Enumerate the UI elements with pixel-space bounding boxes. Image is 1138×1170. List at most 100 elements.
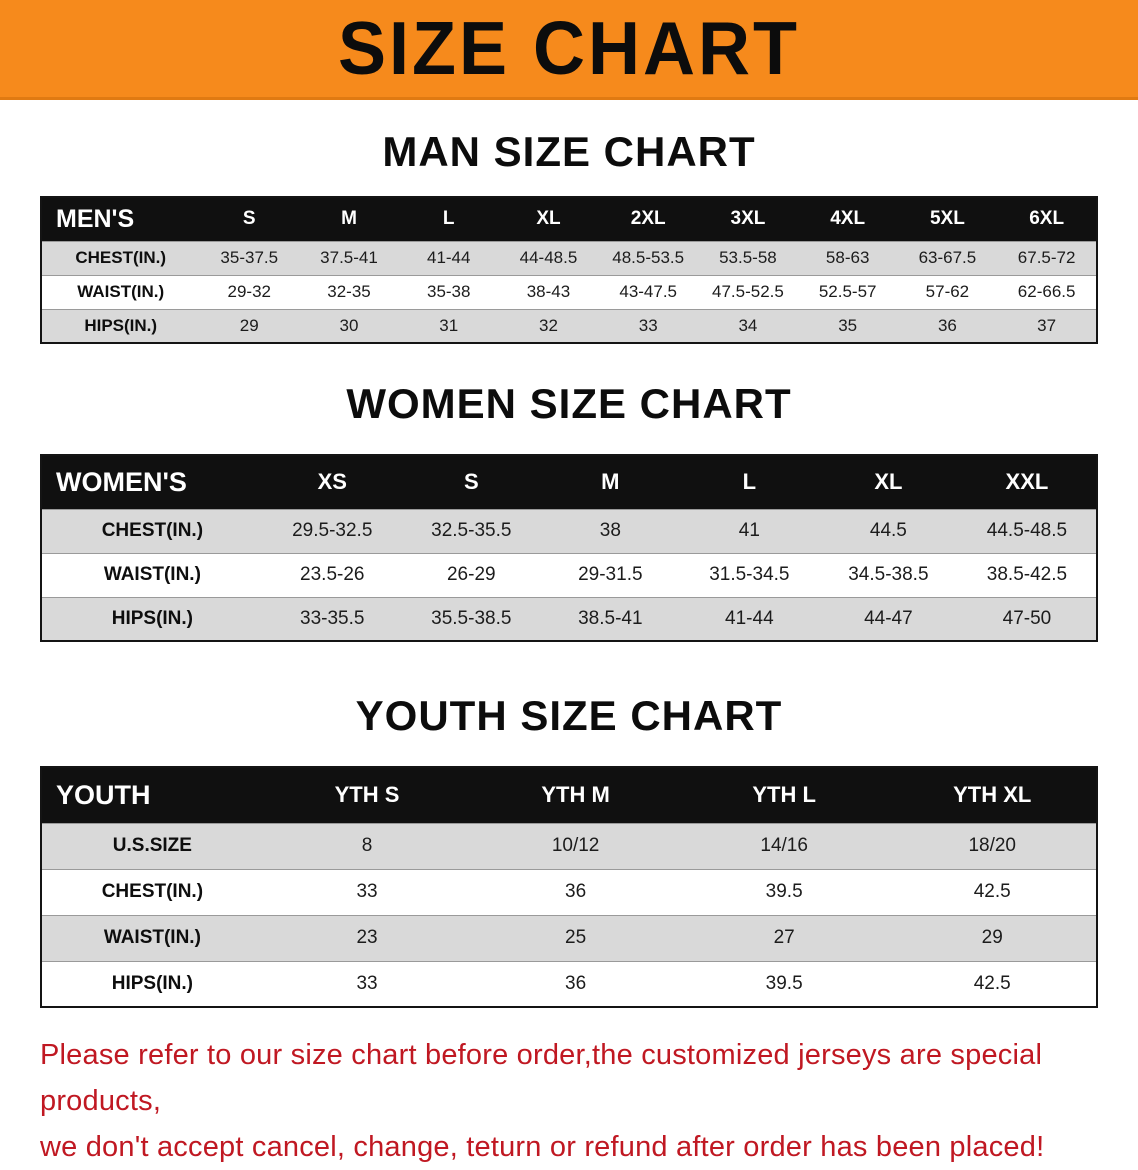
size-value-cell: 29 [239, 315, 259, 335]
size-value-cell: 38-43 [526, 282, 571, 301]
size-value-cell: 58-63 [825, 248, 870, 267]
measurement-label: U.S.SIZE [112, 835, 192, 856]
size-value-cell: 67.5-72 [1017, 248, 1076, 267]
size-column-header: S [242, 208, 256, 230]
disclaimer-line-1: Please refer to our size chart before or… [40, 1039, 1043, 1117]
size-value-cell: 47.5-52.5 [712, 282, 784, 301]
measurement-label: WAIST(IN.) [103, 927, 201, 948]
measurement-label: WAIST(IN.) [103, 564, 201, 585]
size-column-header: YTH M [541, 782, 610, 808]
size-column-header: 6XL [1029, 208, 1065, 230]
youth-size-table: YOUTH YTH S YTH M YTH L YTH XL U.S.SIZE 8 10/12… [40, 766, 1098, 1008]
measurement-row: HIPS(IN.) 33 36 39.5 42.5 [41, 961, 1097, 1007]
banner-title: SIZE CHART [338, 6, 800, 91]
size-value-cell: 14/16 [760, 835, 808, 856]
size-value-cell: 33 [356, 972, 378, 994]
size-value-cell: 48.5-53.5 [612, 248, 685, 267]
size-value-cell: 38 [599, 520, 621, 541]
size-value-cell: 41-44 [426, 248, 471, 267]
size-value-cell: 36 [937, 315, 957, 335]
size-value-cell: 18/20 [968, 835, 1016, 856]
size-column-header: 2XL [630, 208, 666, 230]
size-value-cell: 42.5 [973, 881, 1011, 902]
size-value-cell: 62-66.5 [1017, 282, 1076, 301]
size-value-cell: 34 [738, 315, 758, 335]
measurement-row: WAIST(IN.) 29-32 32-35 35-38 38-43 43-47.5 47.… [41, 275, 1097, 309]
measurement-row: HIPS(IN.) 33-35.5 35.5-38.5 38.5-41 41-44 44-… [41, 597, 1097, 641]
size-column-header: YTH XL [953, 782, 1032, 808]
men-section-title: MAN SIZE CHART [382, 128, 756, 175]
size-value-cell: 38.5-41 [578, 607, 643, 629]
size-value-cell: 44.5 [869, 520, 907, 541]
size-value-cell: 31.5-34.5 [709, 564, 790, 585]
size-value-cell: 32-35 [327, 282, 371, 301]
size-value-cell: 29.5-32.5 [292, 520, 373, 541]
table-corner-label: MEN'S [56, 204, 135, 233]
measurement-label: HIPS(IN.) [111, 607, 194, 629]
size-value-cell: 23.5-26 [300, 564, 365, 585]
size-value-cell: 31 [439, 315, 459, 335]
measurement-label: WAIST(IN.) [77, 282, 165, 301]
size-column-header: 5XL [929, 208, 965, 230]
disclaimer-line-2: we don't accept cancel, change, teturn o… [40, 1131, 1045, 1163]
size-value-cell: 63-67.5 [918, 248, 977, 267]
size-column-header: XL [874, 469, 903, 495]
measurement-row: CHEST(IN.) 29.5-32.5 32.5-35.5 38 41 44.5 44.5… [41, 509, 1097, 553]
size-value-cell: 35.5-38.5 [431, 607, 512, 629]
table-header-row: WOMEN'S XS S M L XL XXL [41, 455, 1097, 509]
men-size-section: MAN SIZE CHART MEN'S S M L XL 2XL 3XL 4XL 5XL 6XL… [0, 128, 1138, 344]
size-value-cell: 23 [356, 927, 378, 948]
measurement-label: CHEST(IN.) [101, 881, 204, 902]
size-column-header: L [742, 469, 757, 495]
youth-section-title: YOUTH SIZE CHART [355, 692, 783, 739]
measurement-label: HIPS(IN.) [84, 315, 158, 335]
table-header-row: MEN'S S M L XL 2XL 3XL 4XL 5XL 6XL [41, 197, 1097, 241]
size-value-cell: 42.5 [973, 972, 1011, 994]
size-value-cell: 47-50 [1002, 607, 1052, 629]
size-value-cell: 26-29 [446, 564, 496, 585]
size-column-header: YTH L [752, 782, 816, 808]
size-column-header: M [601, 469, 620, 495]
size-value-cell: 52.5-57 [818, 282, 877, 301]
size-column-header: L [442, 208, 455, 230]
size-value-cell: 8 [361, 835, 373, 856]
size-value-cell: 38.5-42.5 [986, 564, 1068, 585]
measurement-label: CHEST(IN.) [75, 248, 167, 267]
size-value-cell: 36 [565, 972, 587, 994]
table-corner-label: YOUTH [56, 779, 151, 810]
men-size-table: MEN'S S M L XL 2XL 3XL 4XL 5XL 6XL CHEST(IN.) 35-37… [40, 196, 1098, 344]
measurement-row: CHEST(IN.) 35-37.5 37.5-41 41-44 44-48.5 48.5… [41, 241, 1097, 275]
measurement-row: U.S.SIZE 8 10/12 14/16 18/20 [41, 823, 1097, 869]
measurement-label: HIPS(IN.) [111, 972, 194, 994]
size-value-cell: 41 [738, 520, 760, 541]
size-value-cell: 32.5-35.5 [431, 520, 512, 541]
size-value-cell: 29-32 [227, 282, 271, 301]
size-column-header: M [341, 208, 357, 230]
size-value-cell: 27 [773, 927, 795, 948]
size-value-cell: 29 [981, 927, 1003, 948]
size-value-cell: 39.5 [765, 972, 803, 994]
women-size-section: WOMEN SIZE CHART WOMEN'S XS S M L XL XXL CHEST(… [0, 380, 1138, 642]
size-value-cell: 44-48.5 [519, 248, 578, 267]
size-column-header: 4XL [830, 208, 866, 230]
size-value-cell: 57-62 [925, 282, 970, 301]
table-header-row: YOUTH YTH S YTH M YTH L YTH XL [41, 767, 1097, 823]
women-size-table: WOMEN'S XS S M L XL XXL CHEST(IN.) 29.5-32.5 32.5… [40, 454, 1098, 642]
size-value-cell: 37 [1037, 315, 1057, 335]
size-column-header: 3XL [730, 208, 766, 230]
measurement-row: WAIST(IN.) 23.5-26 26-29 29-31.5 31.5-34.5 34… [41, 553, 1097, 597]
size-column-header: XS [317, 469, 347, 495]
table-corner-label: WOMEN'S [56, 466, 187, 497]
size-value-cell: 37.5-41 [320, 248, 378, 267]
size-column-header: XL [536, 208, 561, 230]
size-value-cell: 39.5 [765, 881, 803, 902]
women-section-title: WOMEN SIZE CHART [346, 380, 792, 427]
size-value-cell: 29-31.5 [578, 564, 643, 585]
size-value-cell: 44.5-48.5 [986, 520, 1068, 541]
size-value-cell: 33 [638, 315, 658, 335]
size-value-cell: 34.5-38.5 [848, 564, 929, 585]
size-chart-banner: SIZE CHART [0, 0, 1138, 100]
size-value-cell: 25 [565, 927, 587, 948]
measurement-label: CHEST(IN.) [101, 520, 204, 541]
disclaimer-note: Please refer to our size chart before or… [40, 1032, 1102, 1170]
